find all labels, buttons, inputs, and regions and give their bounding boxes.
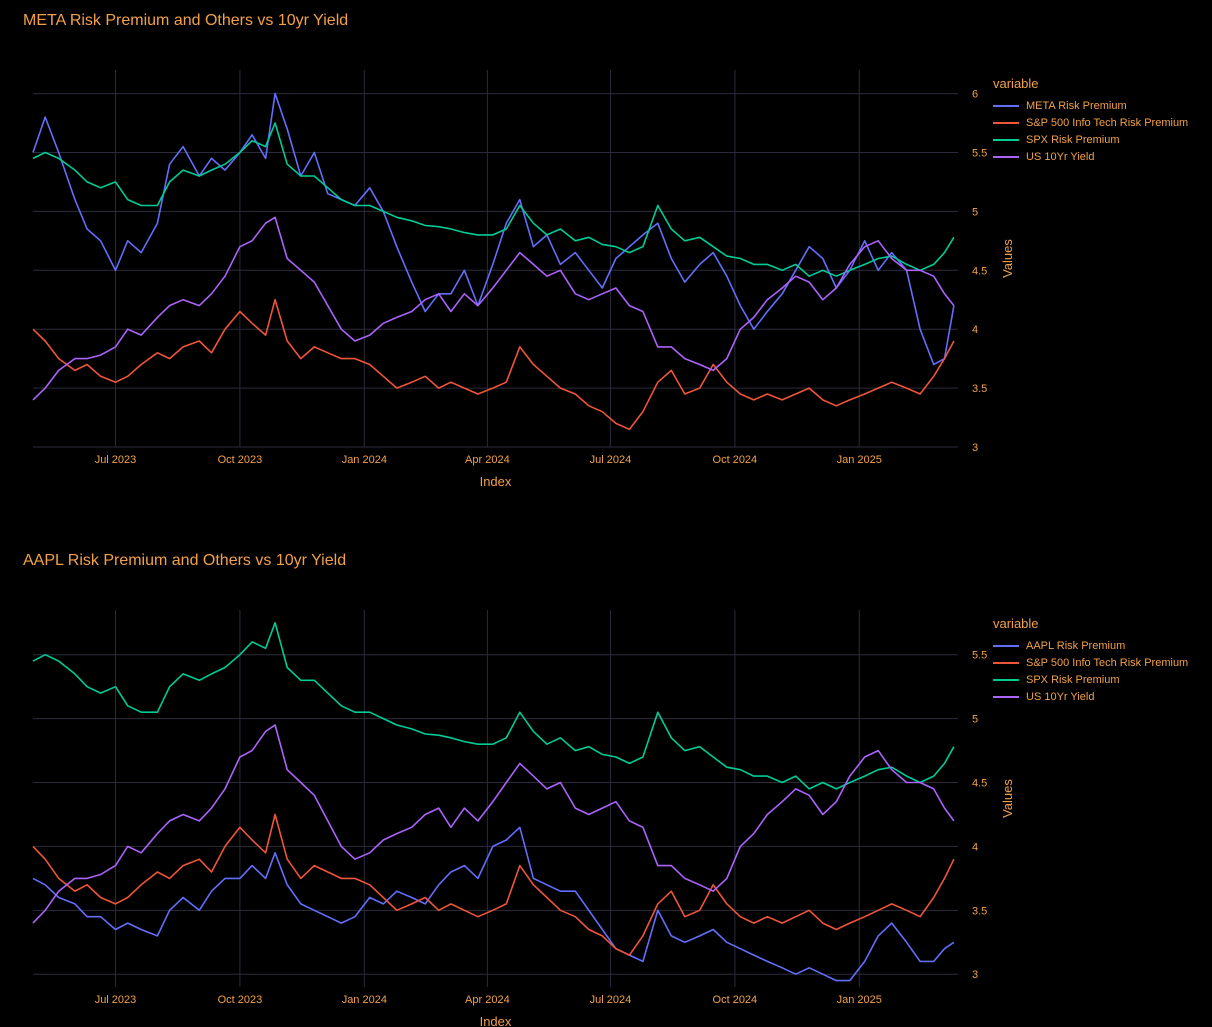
legend-item[interactable]: META Risk Premium [993, 97, 1188, 114]
x-tick-label: Apr 2024 [465, 454, 510, 466]
y-tick-label: 6 [972, 89, 978, 101]
x-axis-title: Index [480, 474, 512, 489]
series-line[interactable] [32, 92, 955, 366]
legend-title: variable [993, 76, 1039, 91]
legend-swatch [993, 138, 1019, 141]
legend-label: US 10Yr Yield [1026, 150, 1095, 163]
legend-swatch [993, 104, 1019, 107]
x-tick-label: Jan 2024 [342, 454, 387, 466]
chart-title: AAPL Risk Premium and Others vs 10yr Yie… [23, 552, 347, 569]
x-axis-title: Index [480, 1014, 512, 1027]
legend-label: US 10Yr Yield [1026, 690, 1095, 703]
legend-item[interactable]: US 10Yr Yield [993, 148, 1188, 165]
y-tick-label: 3.5 [972, 905, 987, 917]
series-line[interactable] [32, 813, 955, 956]
y-axis-title: Values [1000, 779, 1015, 818]
legend-item[interactable]: SPX Risk Premium [993, 671, 1188, 688]
legend-label: SPX Risk Premium [1026, 673, 1120, 686]
series-line[interactable] [32, 826, 955, 982]
x-tick-label: Jan 2024 [342, 994, 387, 1006]
x-tick-label: Oct 2024 [713, 994, 758, 1006]
x-tick-label: Jul 2023 [95, 994, 137, 1006]
series-line[interactable] [32, 122, 955, 278]
series-line[interactable] [32, 724, 955, 924]
y-tick-label: 3.5 [972, 383, 987, 395]
legend-label: SPX Risk Premium [1026, 133, 1120, 146]
x-tick-label: Jul 2024 [590, 994, 632, 1006]
legend-label: S&P 500 Info Tech Risk Premium [1026, 116, 1189, 129]
legend-label: AAPL Risk Premium [1026, 639, 1126, 652]
x-tick-label: Jul 2023 [95, 454, 137, 466]
legend-label: S&P 500 Info Tech Risk Premium [1026, 656, 1189, 669]
legend-swatch [993, 155, 1019, 158]
legend-item[interactable]: S&P 500 Info Tech Risk Premium [993, 114, 1188, 131]
legend-title: variable [993, 616, 1039, 631]
line-chart-svg[interactable]: 3 3.5 4 4.5 5 5.5 6 Jul 2023 Oct 2023 Jan 2024 Apr… [0, 0, 1212, 512]
y-tick-label: 3 [972, 442, 978, 454]
y-axis-title: Values [1000, 239, 1015, 278]
legend-item[interactable]: US 10Yr Yield [993, 688, 1188, 705]
legend-swatch [993, 678, 1019, 681]
legend-swatch [993, 644, 1019, 647]
legend-item[interactable]: S&P 500 Info Tech Risk Premium [993, 654, 1188, 671]
series-line[interactable] [32, 622, 955, 790]
legend-item[interactable]: SPX Risk Premium [993, 131, 1188, 148]
y-tick-label: 4.5 [972, 265, 987, 277]
y-tick-label: 5 [972, 206, 978, 218]
y-tick-label: 5.5 [972, 650, 987, 662]
series-line[interactable] [32, 216, 955, 401]
y-tick-label: 4 [972, 841, 978, 853]
x-tick-label: Jul 2024 [590, 454, 632, 466]
legend-swatch [993, 695, 1019, 698]
x-tick-label: Apr 2024 [465, 994, 510, 1006]
legend: variable AAPL Risk Premium S&P 500 Info … [993, 616, 1188, 705]
x-tick-label: Jan 2025 [837, 454, 882, 466]
legend: variable META Risk Premium S&P 500 Info … [993, 76, 1188, 165]
legend-label: META Risk Premium [1026, 99, 1127, 112]
y-tick-label: 3 [972, 969, 978, 981]
y-tick-label: 4 [972, 324, 978, 336]
legend-item[interactable]: AAPL Risk Premium [993, 637, 1188, 654]
x-tick-label: Jan 2025 [837, 994, 882, 1006]
x-tick-label: Oct 2023 [218, 994, 263, 1006]
legend-swatch [993, 121, 1019, 124]
line-chart-svg[interactable]: 3 3.5 4 4.5 5 5.5 Jul 2023 Oct 2023 Jan 2024 Apr … [0, 540, 1212, 1027]
chart-panel-meta: META Risk Premium and Others vs 10yr Yie… [0, 0, 1212, 512]
y-tick-label: 4.5 [972, 778, 987, 790]
x-tick-label: Oct 2023 [218, 454, 263, 466]
series-line[interactable] [32, 298, 955, 431]
chart-title: META Risk Premium and Others vs 10yr Yie… [23, 12, 349, 29]
y-tick-label: 5 [972, 714, 978, 726]
y-tick-label: 5.5 [972, 147, 987, 159]
legend-swatch [993, 661, 1019, 664]
x-tick-label: Oct 2024 [713, 454, 758, 466]
chart-panel-aapl: AAPL Risk Premium and Others vs 10yr Yie… [0, 540, 1212, 1027]
